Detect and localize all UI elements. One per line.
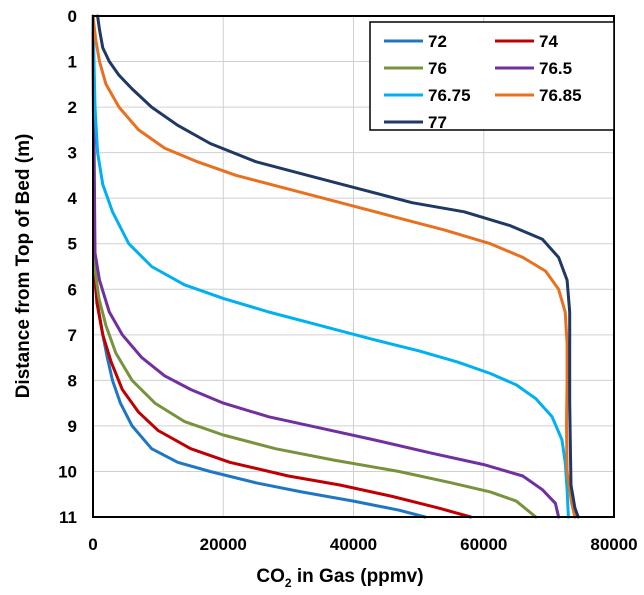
legend: 72 74 76 76.5 76.75 76.85 77 [369,21,615,132]
legend-label-74: 74 [539,32,558,51]
x-tick-label: 20000 [200,535,247,554]
x-axis-title-rest: in Gas (ppmv) [292,566,424,587]
x-tick-labels: 0 20000 40000 60000 80000 [88,535,637,554]
legend-label-76.5: 76.5 [539,59,572,78]
y-tick-label: 4 [68,189,78,208]
series-line-76 [91,14,538,519]
legend-label-76.75: 76.75 [428,86,471,105]
y-tick-label: 11 [59,508,77,527]
legend-label-76: 76 [428,59,447,78]
legend-label-72: 72 [428,32,447,51]
y-tick-label: 5 [68,235,77,254]
y-axis-title: Distance from Top of Bed (m) [13,134,34,399]
x-axis-title: CO2 in Gas (ppmv) [256,566,423,590]
x-axis-title-main: CO [256,566,285,587]
y-tick-label: 1 [68,53,77,72]
y-tick-label: 3 [68,144,77,163]
series-line-74 [91,14,473,519]
series-line-76.85 [91,14,577,519]
x-tick-label: 60000 [460,535,507,554]
y-tick-labels: 0 1 2 3 4 5 6 7 8 9 10 11 [58,7,77,527]
x-axis-title-subscript: 2 [285,576,292,590]
legend-box [369,21,615,131]
series-line-76.5 [91,14,561,519]
y-tick-label: 0 [68,7,77,26]
x-tick-label: 40000 [330,535,377,554]
x-tick-label: 80000 [590,535,637,554]
y-tick-label: 7 [68,326,77,345]
y-tick-label: 8 [68,371,77,390]
series-line-77 [96,14,580,519]
legend-label-76.85: 76.85 [539,86,582,105]
series-line-76.75 [91,14,570,519]
y-tick-label: 9 [68,417,77,436]
y-tick-label: 10 [58,462,77,481]
plot-frame [92,15,615,518]
y-tick-label: 2 [68,98,77,117]
legend-label-77: 77 [428,113,447,132]
y-tick-label: 6 [68,280,77,299]
x-tick-label: 0 [88,535,97,554]
series-lines [91,14,580,519]
